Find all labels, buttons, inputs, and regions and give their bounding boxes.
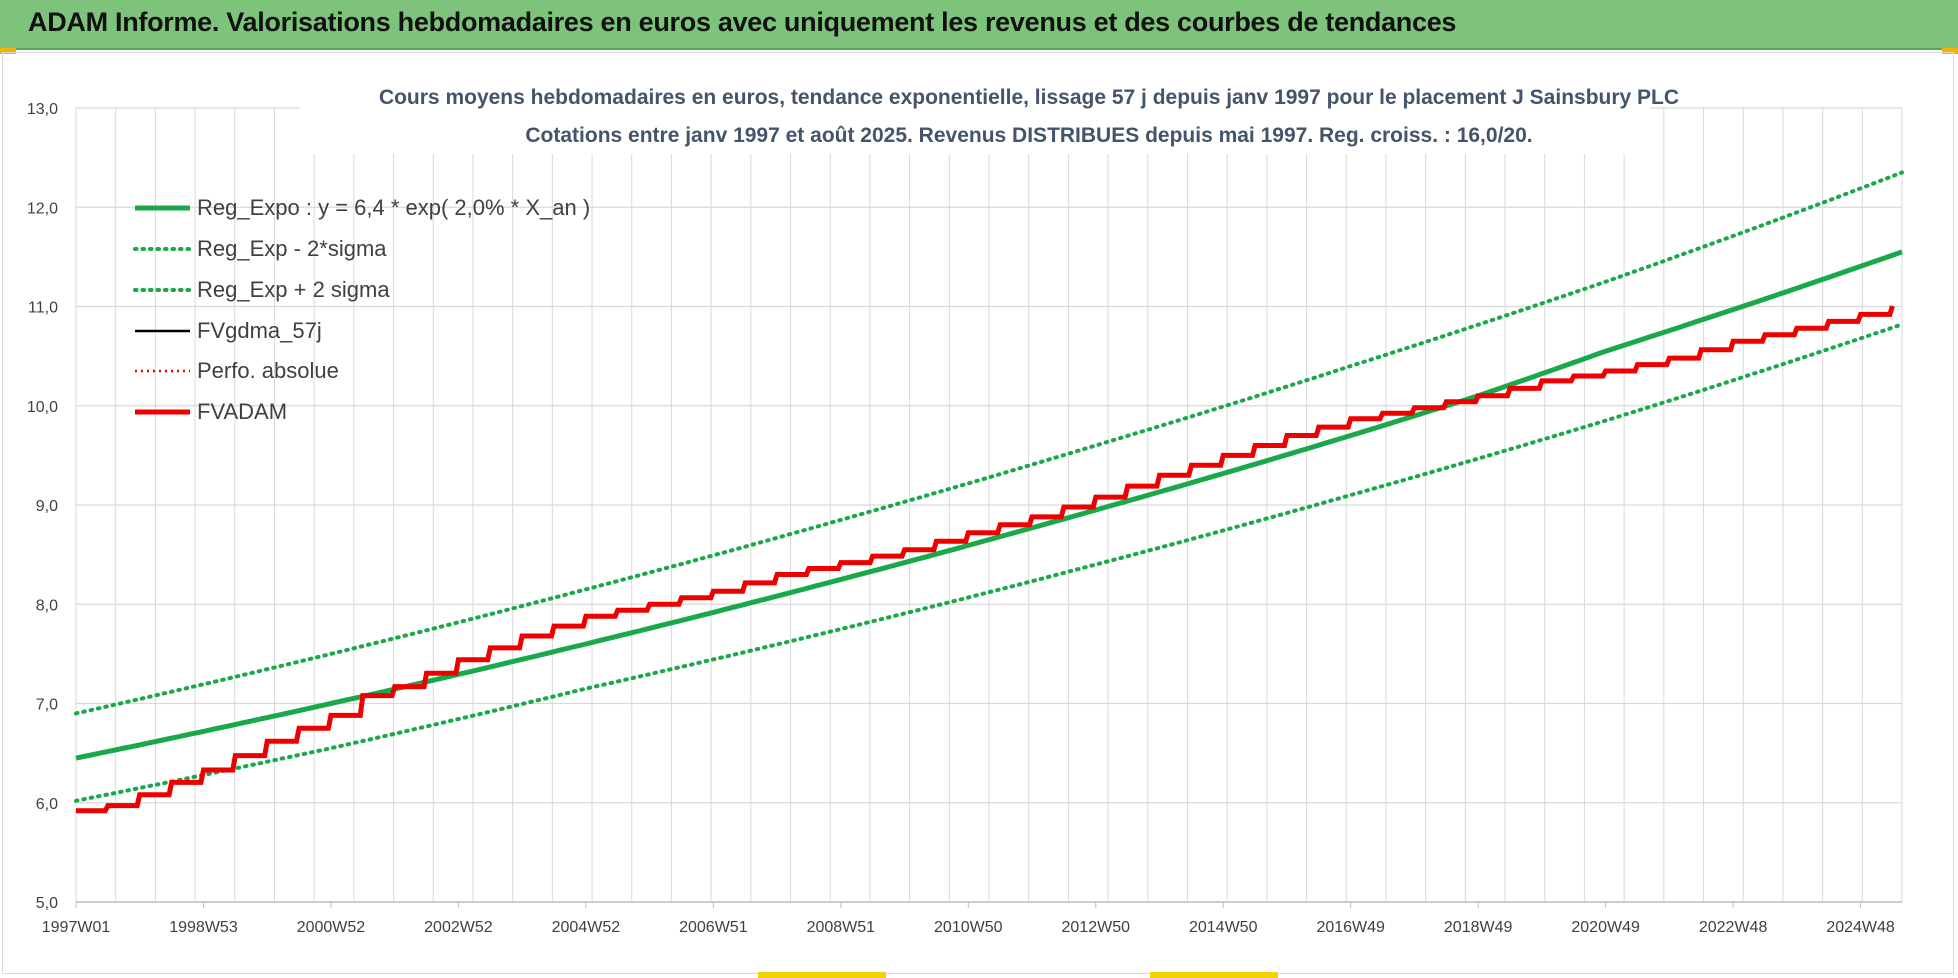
legend-label: FVADAM — [197, 399, 287, 424]
y-tick-label: 9,0 — [36, 498, 58, 515]
y-tick-label: 7,0 — [36, 697, 58, 714]
x-tick-label: 2008W51 — [807, 919, 876, 936]
x-tick-label: 2018W49 — [1444, 919, 1513, 936]
x-tick-label: 1998W53 — [169, 919, 238, 936]
chart-title-line2: Cotations entre janv 1997 et août 2025. … — [525, 124, 1532, 147]
fvadam-line — [76, 305, 1895, 814]
x-tick-label: 2012W50 — [1062, 919, 1131, 936]
chart-title-line1: Cours moyens hebdomadaires en euros, ten… — [379, 86, 1679, 109]
y-tick-label: 5,0 — [36, 895, 58, 912]
x-tick-label: 2004W52 — [552, 919, 621, 936]
reg-exp-plus-2sigma-line — [74, 170, 1904, 716]
x-tick-label: 2000W52 — [297, 919, 366, 936]
x-tick-label: 2020W49 — [1571, 919, 1640, 936]
chart-title-backing — [300, 78, 1650, 154]
x-tick-label: 2002W52 — [424, 919, 493, 936]
legend-label: Perfo. absolue — [197, 358, 339, 383]
reg-exp-minus-2sigma-line — [74, 322, 1904, 803]
x-tick-label: 2014W50 — [1189, 919, 1258, 936]
page-banner: ADAM Informe. Valorisations hebdomadaire… — [0, 0, 1958, 50]
y-tick-label: 13,0 — [27, 101, 58, 118]
legend-box — [128, 188, 628, 428]
legend-label: FVgdma_57j — [197, 318, 322, 343]
x-tick-label: 2006W51 — [679, 919, 748, 936]
legend-label: Reg_Exp + 2 sigma — [197, 277, 390, 302]
corner-mark-right — [1942, 48, 1958, 54]
bottom-marker-left — [758, 972, 886, 978]
legend-label: Reg_Expo : y = 6,4 * exp( 2,0% * X_an ) — [197, 195, 590, 220]
bottom-marker-right — [1150, 972, 1278, 978]
page-title: ADAM Informe. Valorisations hebdomadaire… — [28, 7, 1457, 37]
x-tick-label: 2010W50 — [934, 919, 1003, 936]
legend-label: Reg_Exp - 2*sigma — [197, 236, 387, 261]
y-tick-label: 11,0 — [28, 300, 58, 317]
corner-mark-left — [0, 48, 16, 54]
chart-area — [2, 52, 1954, 974]
y-tick-label: 8,0 — [36, 597, 58, 614]
x-tick-label: 2022W48 — [1699, 919, 1768, 936]
x-tick-label: 2024W48 — [1826, 919, 1895, 936]
x-tick-label: 2016W49 — [1316, 919, 1385, 936]
y-tick-label: 10,0 — [27, 399, 58, 416]
x-tick-label: 1997W01 — [42, 919, 111, 936]
y-tick-label: 6,0 — [36, 796, 58, 813]
y-tick-label: 12,0 — [27, 200, 58, 217]
